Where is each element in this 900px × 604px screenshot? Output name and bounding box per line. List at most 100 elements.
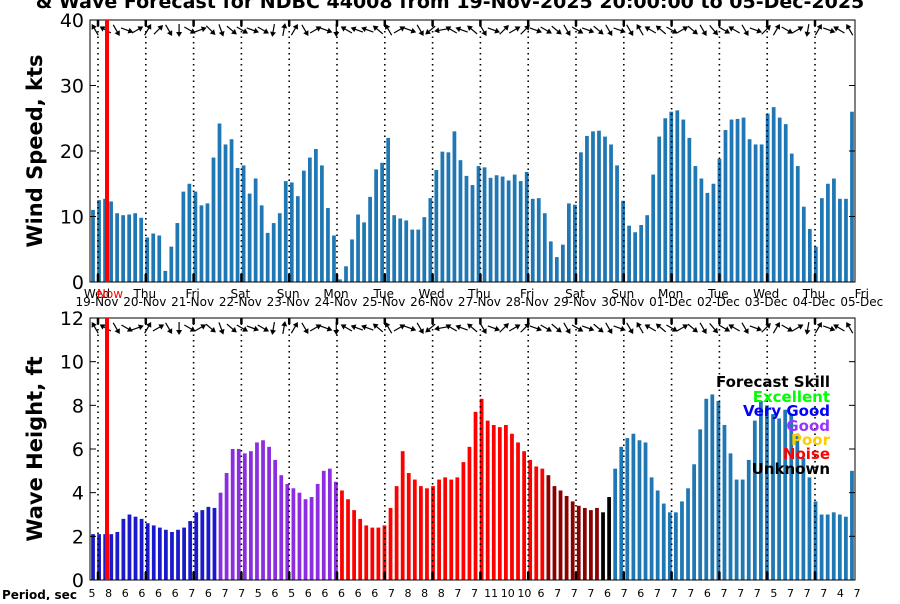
wave-bar bbox=[261, 440, 265, 580]
wave-arrow-icon bbox=[361, 324, 374, 331]
wind-bar bbox=[434, 170, 439, 282]
wind-bar bbox=[705, 192, 710, 282]
wave-bar bbox=[340, 490, 344, 580]
wave-arrow-icon bbox=[551, 323, 562, 333]
wave-arrow-icon bbox=[333, 322, 340, 335]
wind-bar bbox=[91, 209, 95, 282]
wind-bar bbox=[362, 222, 366, 282]
period-value: 6 bbox=[122, 587, 129, 600]
legend-excellent: Excellent bbox=[753, 388, 830, 406]
wave-bar bbox=[558, 490, 563, 580]
wind-bar bbox=[235, 168, 240, 282]
wind-arrow-icon bbox=[416, 24, 424, 37]
wind-arrow-icon bbox=[319, 27, 333, 34]
period-value: 6 bbox=[205, 587, 212, 600]
wind-bar bbox=[193, 191, 198, 282]
wave-bar bbox=[510, 433, 514, 580]
wind-bar bbox=[476, 166, 481, 282]
wave-y-tick-label: 10 bbox=[60, 352, 84, 374]
wind-bar bbox=[801, 206, 806, 282]
day-date-label: 22-Nov bbox=[219, 295, 262, 309]
wave-arrow-icon bbox=[290, 321, 298, 334]
wind-bar bbox=[368, 196, 372, 282]
wave-bar bbox=[382, 525, 387, 580]
wave-arrow-icon bbox=[467, 323, 478, 333]
wave-bar bbox=[388, 507, 393, 580]
period-value: 7 bbox=[787, 587, 794, 600]
wave-bar bbox=[613, 468, 618, 580]
wave-bar bbox=[164, 529, 168, 580]
wave-bar bbox=[212, 507, 217, 580]
day-name-label: Fri bbox=[185, 287, 199, 301]
wave-bar bbox=[109, 534, 114, 580]
wave-bar bbox=[831, 512, 836, 580]
wave-arrow-icon bbox=[184, 324, 196, 332]
wind-arrow-icon bbox=[833, 26, 845, 34]
wave-bar bbox=[631, 433, 636, 580]
wave-bar bbox=[564, 495, 569, 580]
period-values: 5 8 6 6 6 6 7 6 7 7 5 6 5 6 6 6 6 6 7 8 8 8 7 7 11 10 10 6 7 7 7 6 7 6 7 7 7… bbox=[89, 587, 861, 600]
wind-bar bbox=[271, 223, 276, 282]
wind-bar bbox=[314, 149, 318, 282]
wind-bar bbox=[813, 246, 818, 282]
wind-bar bbox=[729, 119, 734, 282]
day-name-label: Tue bbox=[373, 287, 395, 301]
period-value: 5 bbox=[770, 587, 777, 600]
wind-bar bbox=[428, 198, 433, 282]
period-value: 7 bbox=[454, 587, 461, 600]
wind-bar bbox=[295, 196, 300, 282]
wave-bar bbox=[667, 512, 672, 580]
wave-bar bbox=[516, 442, 520, 580]
wind-bar bbox=[795, 166, 800, 282]
wind-bar bbox=[404, 220, 409, 282]
wave-y-tick-label: 4 bbox=[72, 483, 84, 505]
wave-arrow-icon bbox=[131, 324, 144, 331]
wave-bar bbox=[637, 440, 642, 580]
wind-arrow-icon bbox=[761, 25, 771, 35]
wave-arrow-icon bbox=[340, 324, 353, 332]
wave-bar bbox=[230, 449, 235, 580]
wave-bar bbox=[206, 506, 211, 580]
wave-arrow-icon bbox=[487, 325, 501, 332]
wave-arrow-icon bbox=[636, 321, 644, 334]
wind-arrow-icon bbox=[613, 27, 626, 34]
wind-arrow-icon bbox=[479, 24, 487, 37]
period-value: 4 bbox=[837, 587, 844, 600]
day-name-label: Sun bbox=[277, 287, 300, 301]
wind-bar bbox=[542, 213, 547, 282]
wave-bar bbox=[716, 400, 721, 580]
wave-bar bbox=[188, 521, 193, 580]
wind-bar bbox=[151, 233, 156, 282]
wave-arrow-icon bbox=[772, 321, 780, 334]
wind-bar bbox=[163, 270, 168, 282]
wave-bar bbox=[182, 527, 186, 580]
wind-bar bbox=[741, 117, 746, 282]
wave-arrow-icon bbox=[749, 325, 763, 332]
wave-bar bbox=[674, 512, 678, 580]
wind-bar bbox=[392, 215, 397, 282]
day-date-label: 29-Nov bbox=[553, 295, 596, 309]
wave-bar bbox=[698, 429, 703, 580]
wind-arrow-icon bbox=[226, 25, 237, 35]
wave-bar bbox=[607, 497, 611, 580]
wave-bar bbox=[425, 488, 429, 580]
wind-bar bbox=[699, 178, 704, 282]
wind-arrow-icon bbox=[551, 25, 562, 35]
period-value: 7 bbox=[654, 587, 661, 600]
wind-arrow-icon bbox=[176, 24, 183, 37]
wind-y-tick-label: 20 bbox=[60, 141, 84, 163]
wave-bar bbox=[200, 510, 205, 580]
wind-bar bbox=[338, 279, 342, 282]
wave-bar bbox=[570, 501, 575, 580]
wave-arrow-icon bbox=[236, 324, 249, 332]
day-date-label: 27-Nov bbox=[458, 295, 501, 309]
wind-bar bbox=[500, 176, 505, 282]
wave-arrow-icon bbox=[152, 324, 165, 332]
wind-bar bbox=[410, 229, 415, 282]
wind-bar bbox=[217, 123, 222, 282]
wind-bar bbox=[844, 198, 848, 282]
wave-arrow-icon bbox=[687, 323, 698, 333]
wave-arrow-icon bbox=[571, 324, 584, 332]
wind-bar bbox=[277, 213, 282, 282]
